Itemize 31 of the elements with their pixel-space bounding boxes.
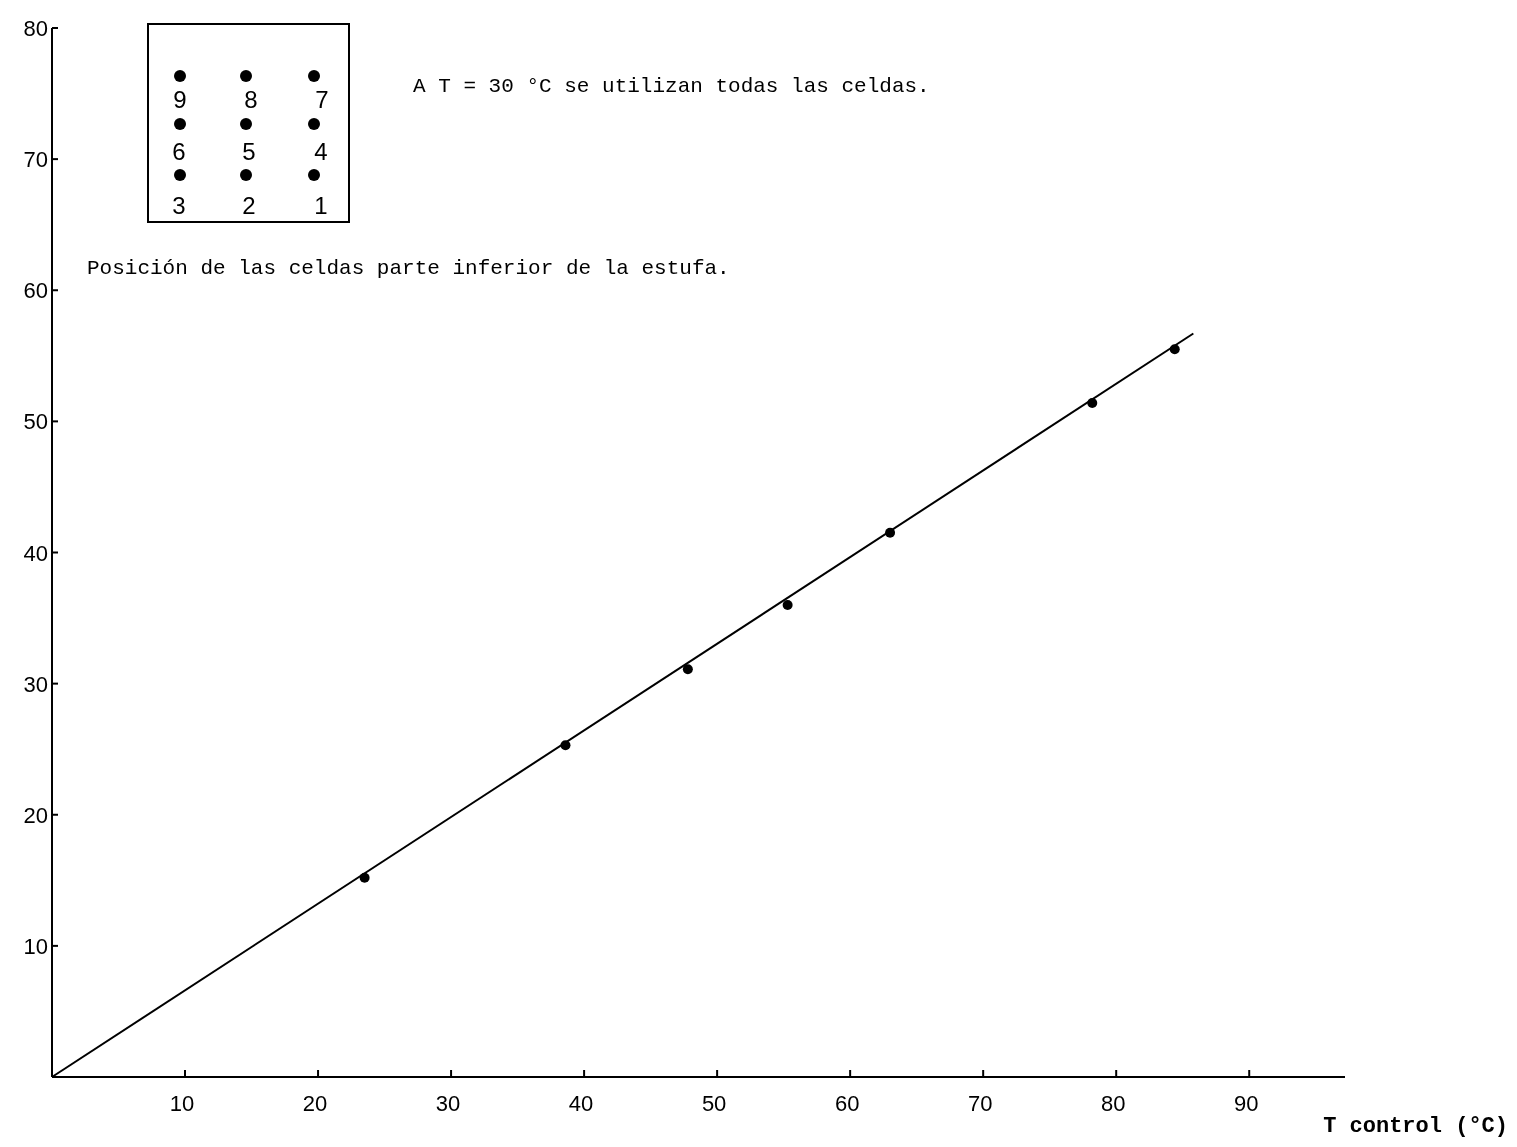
- annotation: 9: [173, 86, 187, 113]
- annotation: 3: [172, 192, 186, 219]
- annotation: 2: [242, 192, 256, 219]
- x-tick-label: 40: [568, 1091, 594, 1116]
- y-tick-label: 60: [23, 278, 48, 304]
- x-tick-label: 50: [701, 1091, 727, 1116]
- y-tick-label: 80: [23, 16, 48, 41]
- y-tick-label: 30: [23, 671, 48, 697]
- annotation: 1: [314, 192, 328, 219]
- x-tick-label: 60: [834, 1091, 860, 1116]
- y-tick-label: 50: [23, 409, 48, 435]
- annotation: 5: [242, 138, 256, 165]
- annotation: 7: [315, 86, 329, 113]
- y-tick-label: 10: [23, 933, 48, 959]
- annotation: Posición de las celdas parte inferior de la estufa.: [87, 257, 730, 280]
- y-tick-label: 70: [23, 147, 48, 173]
- x-tick-label: 80: [1100, 1091, 1126, 1116]
- annotation: 6: [172, 138, 186, 165]
- x-tick-label: 30: [435, 1091, 461, 1116]
- x-tick-label: 90: [1233, 1091, 1259, 1116]
- annotation: 8: [244, 86, 258, 113]
- x-tick-label: 20: [302, 1091, 328, 1116]
- x-tick-label: 70: [967, 1091, 993, 1116]
- x-tick-label: 10: [169, 1091, 195, 1116]
- point: [782, 599, 793, 610]
- annotation: 4: [314, 138, 328, 165]
- y-tick-label: 40: [23, 540, 48, 566]
- x-axis-title: T control (°C): [1323, 1114, 1508, 1139]
- point: [682, 664, 693, 675]
- annotation: A T = 30 °C se utilizan todas las celdas.: [413, 75, 930, 98]
- y-tick-label: 20: [23, 802, 48, 828]
